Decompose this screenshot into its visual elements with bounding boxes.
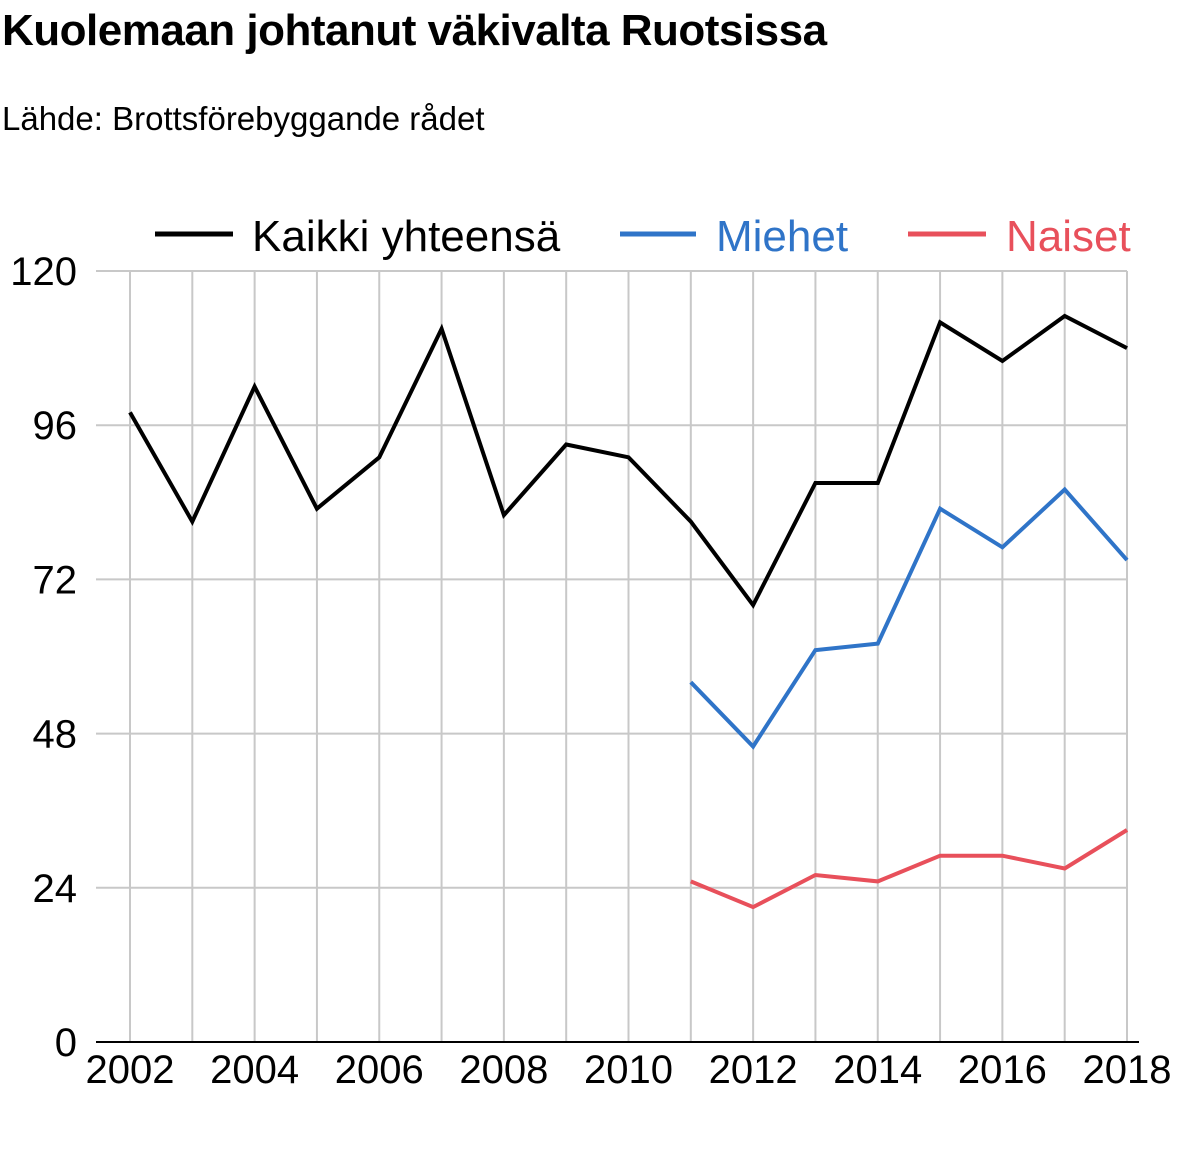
x-tick-label: 2016: [958, 1048, 1047, 1092]
series-line: [128, 313, 1128, 609]
series-line: [689, 486, 1129, 750]
x-tick-label: 2008: [459, 1048, 548, 1092]
x-tick-label: 2014: [833, 1048, 922, 1092]
y-axis-tick-labels: 0 24 48 72 96 120: [10, 250, 77, 1065]
series-lines: [128, 313, 1129, 910]
x-axis-tick-labels: 2002 2004 2006 2008 2010 2012 2014 2016 2018: [86, 1048, 1172, 1092]
series-line: [690, 828, 1129, 910]
chart-title: Kuolemaan johtanut väkivalta Ruotsissa: [2, 6, 827, 55]
x-tick-label: 2002: [86, 1048, 175, 1092]
grid-lines: [96, 270, 1128, 1042]
x-tick-label: 2006: [335, 1048, 424, 1092]
chart-source: Lähde: Brottsförebyggande rådet: [2, 100, 485, 137]
y-tick-label: 0: [55, 1021, 77, 1065]
x-tick-label: 2012: [709, 1048, 798, 1092]
x-tick-label: 2004: [210, 1048, 299, 1092]
y-tick-label: 48: [33, 713, 78, 757]
legend-label: Kaikki yhteensä: [252, 212, 561, 261]
legend: Kaikki yhteensä Miehet Naiset: [155, 212, 1131, 261]
y-tick-label: 24: [33, 867, 78, 911]
y-tick-label: 72: [33, 558, 78, 602]
y-tick-label: 96: [33, 404, 78, 448]
y-tick-label: 120: [10, 250, 77, 294]
legend-label: Naiset: [1006, 212, 1131, 261]
x-tick-label: 2010: [584, 1048, 673, 1092]
x-tick-label: 2018: [1083, 1048, 1172, 1092]
legend-label: Miehet: [716, 212, 848, 261]
